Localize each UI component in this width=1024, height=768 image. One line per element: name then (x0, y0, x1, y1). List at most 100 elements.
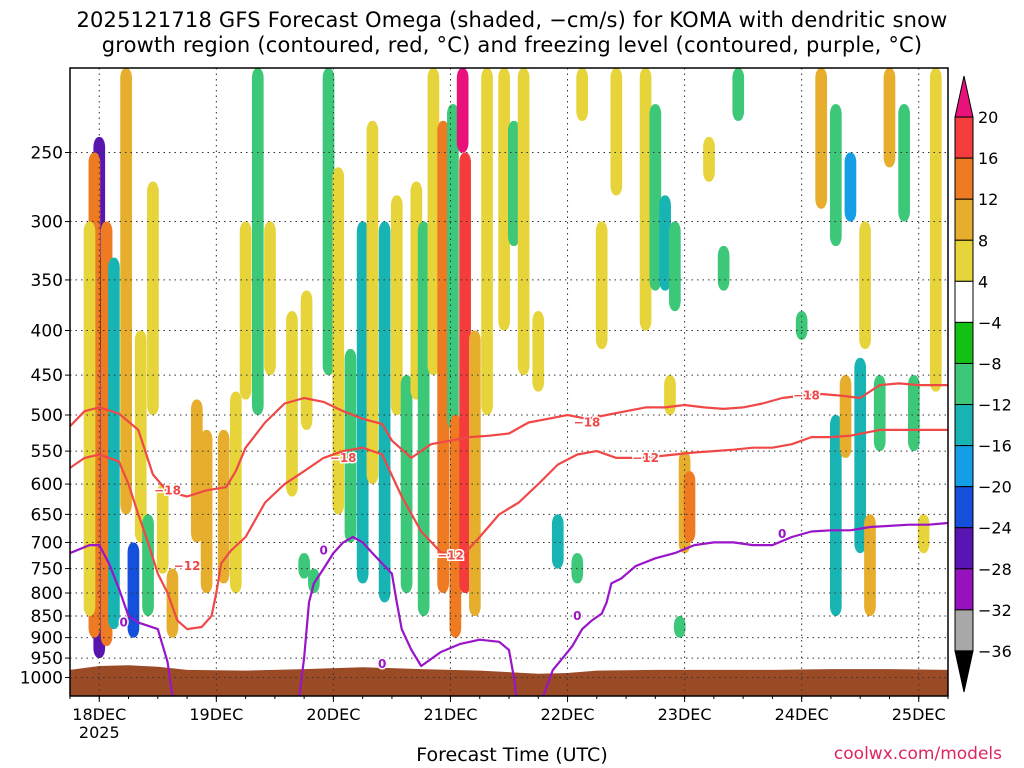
omega-patch (127, 542, 140, 638)
omega-patch (883, 68, 896, 168)
omega-patch (417, 221, 430, 616)
contour-label: −18 (574, 416, 601, 430)
colorbar-label: 8 (978, 231, 988, 250)
x-tick-label: 25DEC (892, 705, 946, 724)
omega-patch (356, 221, 369, 584)
omega-patch (449, 415, 462, 638)
colorbar-swatch (954, 527, 974, 570)
y-tick-label: 1000 (20, 669, 63, 689)
colorbar-label: −36 (978, 642, 1012, 661)
omega-patch (517, 68, 530, 376)
omega-patch (659, 195, 671, 291)
colorbar-swatch (954, 404, 974, 447)
colorbar-label: 4 (978, 272, 988, 291)
omega-patch (859, 221, 871, 349)
omega-patch (498, 68, 510, 331)
y-tick-label: 700 (31, 533, 63, 553)
omega-patch (668, 221, 681, 312)
colorbar-swatch (954, 486, 974, 529)
omega-patch (456, 68, 469, 153)
colorbar-top-arrow (954, 75, 974, 118)
omega-patch (717, 245, 730, 291)
chart-title: 2025121718 GFS Forecast Omega (shaded, −… (0, 8, 1024, 58)
omega-patch (649, 104, 662, 291)
colorbar-label: −20 (978, 478, 1012, 497)
chart-title-line1: 2025121718 GFS Forecast Omega (shaded, −… (76, 8, 948, 32)
x-tick-sublabel: 2025 (79, 723, 120, 742)
omega-patch (264, 221, 276, 376)
omega-patch (332, 167, 345, 515)
freezing-level-contour (70, 544, 174, 696)
y-tick-label: 750 (31, 560, 63, 580)
omega-patch (120, 68, 132, 515)
colorbar-swatch (954, 568, 974, 611)
contour-label: 0 (378, 657, 386, 671)
y-tick-label: 300 (31, 213, 63, 233)
omega-patch (142, 514, 154, 616)
colorbar-label: 16 (978, 149, 998, 168)
omega-patch (239, 221, 252, 400)
x-tick-label: 21DEC (423, 705, 477, 724)
colorbar-swatch (954, 157, 974, 200)
x-axis-title: Forecast Time (UTC) (416, 744, 608, 766)
omega-patch (664, 375, 676, 416)
omega-patch (815, 68, 828, 209)
contour-label: −12 (174, 559, 201, 573)
y-tick-label: 850 (31, 607, 63, 627)
omega-patch (286, 311, 298, 497)
omega-patch (576, 68, 589, 121)
colorbar-label: 20 (978, 108, 998, 127)
contour-label: −12 (632, 451, 659, 465)
contour-label: 0 (119, 616, 127, 630)
omega-patch (229, 391, 242, 594)
source-credit: coolwx.com/models (833, 744, 1002, 764)
omega-patch (147, 181, 159, 416)
y-tick-label: 450 (31, 366, 63, 386)
omega-patch (298, 553, 310, 579)
omega-patch (854, 357, 867, 554)
x-tick-label: 20DEC (306, 705, 360, 724)
dgz-contour (70, 382, 948, 498)
y-tick-label: 250 (31, 144, 63, 164)
colorbar-swatch (954, 198, 974, 241)
omega-patch (595, 221, 608, 349)
colorbar-swatch (954, 321, 974, 364)
y-tick-label: 800 (31, 584, 63, 604)
y-tick-label: 350 (31, 271, 63, 291)
omega-patch (917, 514, 930, 554)
x-tick-label: 24DEC (775, 705, 829, 724)
omega-patch (300, 290, 313, 430)
contour-label: 0 (778, 527, 786, 541)
omega-patch (344, 348, 357, 543)
omega-patch (190, 399, 203, 543)
colorbar-swatch (954, 609, 974, 652)
omega-patch (469, 330, 481, 616)
dgz-contour (70, 428, 948, 631)
x-tick-label: 22DEC (541, 705, 595, 724)
colorbar-bottom-arrow (954, 650, 974, 693)
colorbar-label: −8 (978, 354, 1002, 373)
contour-label: 0 (319, 543, 327, 557)
omega-patch (703, 137, 715, 182)
omega-patch (251, 68, 264, 416)
omega-patch (795, 311, 808, 340)
omega-patch (732, 68, 745, 121)
x-tick-label: 18DEC (72, 705, 126, 724)
colorbar-label: −16 (978, 437, 1012, 456)
colorbar-swatch (954, 362, 974, 406)
contour-label: −12 (437, 549, 464, 563)
omega-patch (844, 152, 857, 222)
omega-patch (839, 375, 852, 458)
omega-patch (166, 568, 179, 638)
omega-patch (929, 68, 942, 392)
omega-patch (551, 514, 564, 569)
omega-patch (673, 615, 686, 638)
colorbar-swatch (954, 116, 974, 159)
colorbar-label: −12 (978, 396, 1012, 415)
terrain-ground (70, 665, 948, 696)
contour-label: −18 (330, 451, 357, 465)
omega-patch (532, 311, 545, 392)
omega-patch (610, 68, 623, 196)
omega-patch (864, 514, 876, 616)
